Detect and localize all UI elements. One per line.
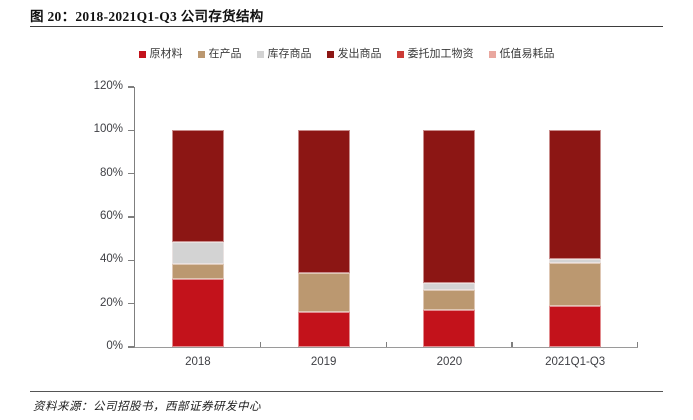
x-axis-label: 2018 xyxy=(185,356,211,368)
y-axis-tick-mark xyxy=(128,259,134,262)
y-axis-tick-mark xyxy=(128,86,134,88)
bar-segment xyxy=(423,283,476,290)
legend-item: 发出商品 xyxy=(326,48,382,60)
y-axis-tick-label: 120% xyxy=(93,80,123,92)
plot-area: 0% 20% 40% 60% 80% 100% 120% 2018 2019 2020 2021Q1… xyxy=(94,80,639,368)
legend-label: 原材料 xyxy=(149,48,183,60)
stacked-bar-2019 xyxy=(297,130,350,347)
stacked-bar-2021Q1-Q3 xyxy=(549,130,602,347)
source-note: 资料来源：公司招股书，西部证券研发中心 xyxy=(33,401,261,413)
source-divider xyxy=(30,391,663,392)
legend-marker-icon xyxy=(326,51,334,58)
legend-marker-icon xyxy=(256,51,264,58)
bar-segment xyxy=(297,273,350,313)
bar-segment xyxy=(549,262,602,306)
stacked-bar-2020 xyxy=(423,130,476,347)
legend-label: 发出商品 xyxy=(337,48,382,60)
legend-marker-icon xyxy=(488,51,496,58)
legend-label: 委托加工物资 xyxy=(407,48,474,60)
bar-segment xyxy=(549,259,602,263)
legend-marker-icon xyxy=(197,51,205,58)
bar-segment xyxy=(297,312,350,347)
y-axis-tick-mark xyxy=(128,346,134,348)
bar-segment xyxy=(423,310,476,347)
y-axis-tick-label: 60% xyxy=(99,210,123,222)
bar-segment xyxy=(297,130,350,274)
legend-item: 库存商品 xyxy=(256,48,312,60)
bar-segment xyxy=(171,130,224,242)
bar-segment xyxy=(171,278,224,347)
bar-segment xyxy=(423,289,476,311)
y-axis-tick-label: 0% xyxy=(106,340,123,352)
legend-label: 低值易耗品 xyxy=(499,48,555,60)
x-axis-tick-mark xyxy=(637,342,639,347)
x-axis-label: 2019 xyxy=(310,356,337,368)
x-axis-label: 2020 xyxy=(436,356,463,368)
legend-marker-icon xyxy=(396,51,404,58)
legend-label: 库存商品 xyxy=(267,48,312,60)
x-axis-label: 2021Q1-Q3 xyxy=(545,356,606,368)
legend-item: 原材料 xyxy=(138,48,183,60)
y-axis-tick-label: 40% xyxy=(99,253,123,266)
x-axis-tick-mark xyxy=(259,342,262,347)
y-axis-tick-label: 20% xyxy=(99,296,123,309)
stacked-bar-2018 xyxy=(171,130,224,347)
y-axis-tick-mark xyxy=(128,302,134,305)
y-axis-tick-mark xyxy=(128,129,134,132)
bar-segment xyxy=(171,241,224,264)
legend-item: 委托加工物资 xyxy=(396,48,474,60)
figure-title: 图 20：2018-2021Q1-Q3 公司存货结构 xyxy=(30,9,264,24)
y-axis-tick-label: 100% xyxy=(93,123,123,136)
y-axis-tick-mark xyxy=(128,172,134,175)
legend-item: 在产品 xyxy=(197,48,242,60)
x-axis-tick-mark xyxy=(385,342,387,347)
y-axis-tick-mark xyxy=(128,216,134,218)
title-divider xyxy=(30,26,663,27)
bar-segment xyxy=(423,130,476,284)
x-axis-tick-mark xyxy=(511,342,513,347)
legend-marker-icon xyxy=(138,51,146,58)
bar-segment xyxy=(549,305,602,347)
legend-item: 低值易耗品 xyxy=(488,48,555,60)
bar-segment xyxy=(171,263,224,279)
legend-label: 在产品 xyxy=(208,48,242,60)
bar-segment xyxy=(549,130,602,260)
legend: 原材料 在产品 库存商品 发出商品 委托加工物资 低值易耗品 xyxy=(0,49,693,60)
y-axis-tick-label: 80% xyxy=(99,166,123,179)
